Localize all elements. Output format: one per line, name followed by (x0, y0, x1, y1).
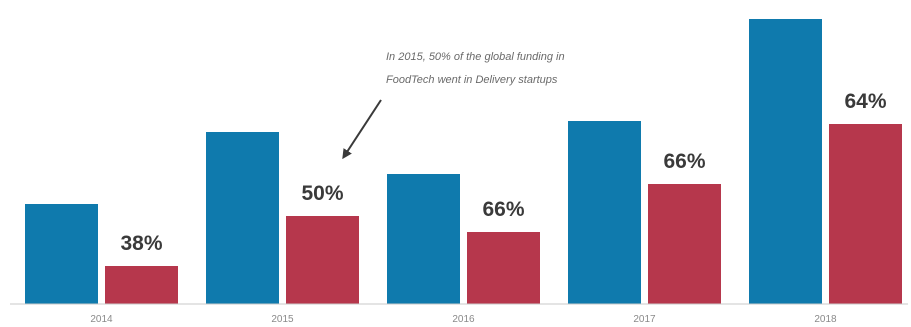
bar-2015-series-1 (206, 132, 279, 304)
annotation-line-1: In 2015, 50% of the global funding in (386, 51, 565, 63)
x-tick-label-2017: 2017 (633, 314, 656, 325)
bar-2017-series-2 (648, 184, 721, 304)
bar-2018-series-2 (829, 124, 902, 304)
x-tick-label-2018: 2018 (814, 314, 837, 325)
bar-2014-series-2 (105, 266, 178, 304)
annotation-arrow (342, 99, 382, 160)
bar-2018-series-1 (749, 19, 822, 304)
x-tick-label-2014: 2014 (90, 314, 113, 325)
data-label-2014: 38% (120, 232, 162, 255)
x-tick-label-2015: 2015 (271, 314, 294, 325)
annotation: In 2015, 50% of the global funding in Fo… (342, 51, 565, 160)
data-label-2018: 64% (844, 90, 886, 113)
annotation-line-2: FoodTech went in Delivery startups (386, 74, 558, 86)
x-tick-label-2016: 2016 (452, 314, 475, 325)
data-label-2015: 50% (301, 182, 343, 205)
bar-2016-series-1 (387, 174, 460, 304)
bar-2017-series-1 (568, 121, 641, 304)
labels-layer: 38% 2014 50% 2015 66% 2016 66% 2017 64% 2018 (90, 90, 886, 325)
data-label-2017: 66% (663, 150, 705, 173)
data-label-2016: 66% (482, 198, 524, 221)
bar-2016-series-2 (467, 232, 540, 304)
bar-2014-series-1 (25, 204, 98, 304)
bar-2015-series-2 (286, 216, 359, 304)
bars-layer (25, 19, 902, 304)
